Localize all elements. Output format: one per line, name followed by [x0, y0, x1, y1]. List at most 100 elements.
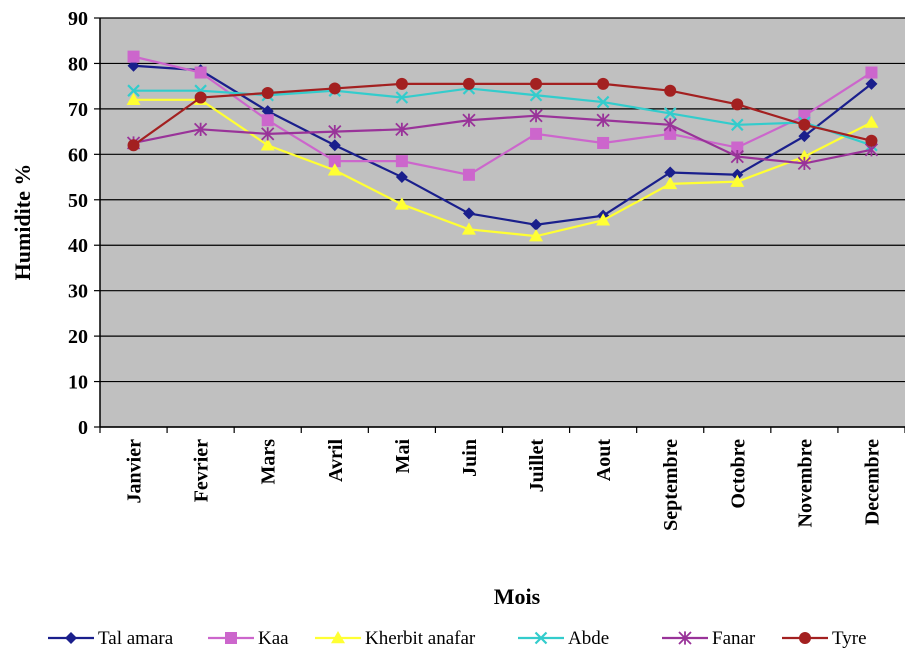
legend-item: Tyre — [782, 628, 867, 649]
data-point — [261, 105, 274, 118]
data-point — [462, 77, 475, 90]
x-tick-label: Fevrier — [191, 439, 213, 502]
series-line — [132, 82, 872, 147]
x-axis-label: Mois — [494, 584, 541, 609]
data-point — [395, 122, 409, 136]
data-point — [730, 149, 744, 164]
data-point — [462, 168, 475, 181]
y-tick-label: 0 — [78, 417, 88, 439]
x-tick-label: Novembre — [794, 439, 816, 528]
legend-label: Kherbit anafar — [365, 628, 476, 649]
legend: Tal amara Kaa Kherbit anafar Abde Fanar Tyre — [48, 628, 867, 649]
y-tick-labels: 0 10 20 30 40 50 60 70 80 90 — [68, 8, 88, 439]
data-point — [328, 124, 342, 139]
data-point — [664, 166, 677, 179]
data-point — [126, 92, 141, 106]
data-point — [731, 98, 744, 111]
legend-marker — [534, 631, 548, 645]
legend-item: Kaa — [208, 628, 289, 649]
data-point — [663, 176, 678, 190]
series-line — [133, 64, 873, 226]
data-point — [664, 84, 677, 97]
data-point — [261, 86, 274, 99]
data-point — [529, 229, 544, 242]
y-tick-label: 70 — [68, 99, 88, 121]
series-line — [133, 114, 872, 165]
data-point — [597, 136, 610, 149]
data-point — [865, 134, 878, 147]
data-point — [529, 109, 543, 123]
x-tick-labels: Janvier Fevrier Mars Avril Mai Juin Juillet Aou… — [124, 439, 884, 531]
data-point — [461, 222, 476, 235]
legend-label: Tyre — [832, 628, 867, 649]
series-tyre — [127, 77, 878, 152]
data-point — [395, 91, 409, 104]
data-point — [798, 130, 811, 143]
legend-marker — [225, 632, 237, 644]
data-point — [865, 77, 878, 90]
legend-label: Tal amara — [98, 628, 174, 649]
data-point — [127, 59, 140, 72]
data-point — [462, 113, 476, 127]
series-line — [133, 55, 873, 176]
y-tick-label: 10 — [68, 372, 88, 394]
data-point — [462, 207, 475, 220]
data-point — [798, 118, 811, 131]
data-point — [596, 213, 611, 226]
legend-label: Abde — [568, 628, 609, 649]
data-point — [530, 77, 543, 90]
legend-item: Tal amara — [48, 628, 174, 649]
x-tick-label: Avril — [325, 439, 347, 482]
data-point — [529, 88, 543, 102]
data-point — [596, 113, 610, 127]
data-point — [261, 114, 274, 127]
data-point — [395, 155, 408, 168]
x-tick-label: Octobre — [727, 439, 749, 509]
y-tick-label: 40 — [68, 235, 88, 257]
x-tick-label: Janvier — [124, 439, 146, 504]
legend-label: Kaa — [258, 628, 289, 649]
data-point — [730, 174, 745, 187]
data-point — [530, 218, 543, 231]
data-point — [731, 118, 744, 132]
data-point — [394, 197, 409, 210]
data-point — [127, 50, 140, 63]
data-point — [328, 155, 341, 168]
legend-label: Fanar — [712, 628, 756, 649]
data-point — [194, 91, 207, 104]
data-point — [731, 141, 744, 154]
data-point — [395, 77, 408, 90]
y-tick-label: 80 — [68, 53, 88, 75]
data-point — [663, 107, 677, 120]
series-lines — [126, 50, 879, 242]
x-tick-label: Septembre — [660, 439, 682, 531]
data-point — [596, 95, 610, 109]
data-point — [327, 163, 342, 176]
y-tick-label: 30 — [68, 281, 88, 303]
legend-marker — [331, 631, 345, 644]
data-point — [260, 138, 275, 151]
y-axis-label: Humidite % — [10, 164, 35, 281]
x-tick-label: Juin — [459, 439, 481, 477]
data-point — [663, 118, 677, 132]
y-tick-label: 60 — [68, 144, 88, 166]
legend-item: Fanar — [662, 628, 756, 649]
x-tick-label: Decembre — [861, 439, 883, 525]
x-tick-label: Mars — [258, 439, 280, 485]
legend-marker — [799, 632, 811, 644]
data-point — [261, 127, 275, 141]
data-point — [395, 171, 408, 184]
data-point — [127, 84, 140, 97]
series-fanar — [126, 109, 879, 171]
data-point — [864, 115, 879, 128]
y-tick-label: 90 — [68, 8, 88, 30]
legend-marker — [65, 632, 77, 644]
y-tick-label: 20 — [68, 326, 88, 348]
data-point — [193, 122, 208, 136]
legend-item: Abde — [518, 628, 609, 649]
data-point — [797, 156, 812, 171]
x-tick-label: Aout — [593, 439, 615, 482]
legend-item: Kherbit anafar — [315, 628, 476, 649]
data-point — [865, 66, 878, 79]
